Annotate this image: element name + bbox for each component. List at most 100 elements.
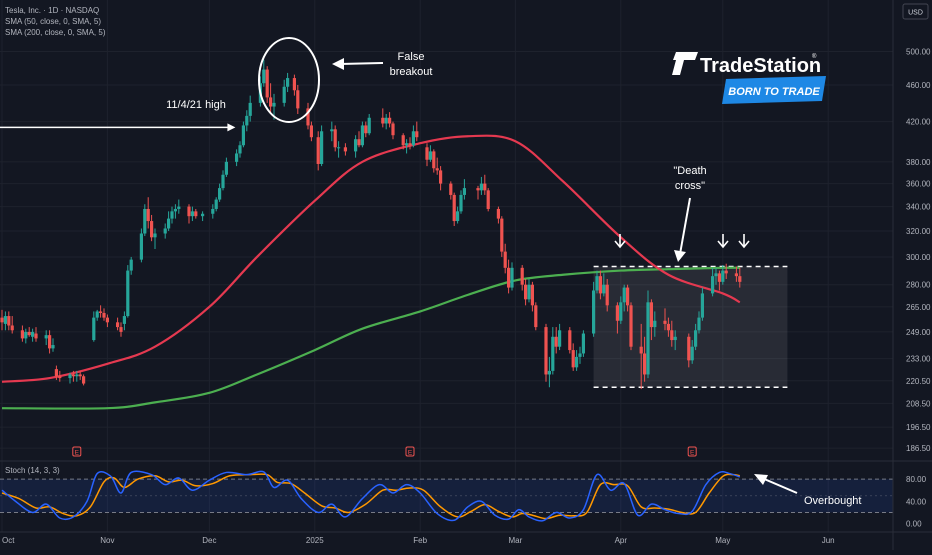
y-tick-label: 220.50 [906, 377, 931, 386]
candle [116, 317, 120, 331]
candle-body [343, 147, 347, 152]
false-breakout-label-line1: False [398, 51, 425, 63]
candle-body [306, 108, 310, 126]
candle [75, 370, 79, 382]
stoch-tick-label: 0.00 [906, 520, 922, 529]
candle [456, 206, 460, 224]
candle-body [31, 331, 35, 337]
candle-body [649, 302, 653, 328]
candle-body [462, 188, 466, 195]
candle-body [408, 143, 412, 146]
candle-body [405, 143, 409, 146]
y-tick-label: 380.00 [906, 158, 931, 167]
candle-body [449, 183, 453, 195]
candlestick-series [0, 59, 742, 390]
candle-body [554, 336, 558, 347]
candle-body [524, 284, 528, 300]
candle-body [496, 208, 500, 219]
candle [360, 121, 364, 148]
candle [653, 311, 657, 337]
tradestation-logo-icon [672, 52, 698, 75]
candle-body [58, 376, 62, 379]
candle [534, 302, 538, 331]
candle [296, 84, 300, 114]
sma50-line [1, 134, 741, 383]
candle [388, 112, 392, 128]
candle [432, 149, 436, 173]
y-tick-label: 186.50 [906, 444, 931, 453]
x-tick-label: Feb [413, 536, 427, 545]
candle-body [534, 305, 538, 328]
candle [459, 190, 463, 214]
candle-body [360, 125, 364, 146]
candle [734, 266, 738, 282]
y-tick-label: 196.50 [906, 423, 931, 432]
y-tick-label: 460.00 [906, 81, 931, 90]
candle [595, 270, 599, 294]
sma200-legend[interactable]: SMA (200, close, 0, SMA, 5) [5, 28, 106, 37]
candle [68, 372, 72, 384]
candle-body [578, 353, 582, 357]
prior-high-arrowhead [227, 123, 236, 132]
candle [547, 356, 551, 388]
y-tick-label: 420.00 [906, 118, 931, 127]
candle-body [479, 183, 483, 191]
candle [238, 141, 242, 158]
y-tick-label: 249.00 [906, 328, 931, 337]
y-tick-label: 360.00 [906, 180, 931, 189]
candle-body [503, 251, 507, 268]
candle [649, 299, 653, 341]
candle [211, 204, 215, 219]
candle-body [639, 346, 643, 354]
symbol-line[interactable]: Tesla, Inc. · 1D · NASDAQ [5, 6, 100, 15]
range-box-layer [593, 265, 788, 388]
candle-body [592, 290, 596, 334]
candle-body [82, 376, 86, 384]
candle [316, 131, 320, 171]
candle-body [150, 221, 154, 238]
candle [24, 328, 28, 344]
candle-body [238, 145, 242, 154]
candle-body [622, 287, 626, 303]
candle-body [626, 287, 630, 306]
candle-body [717, 273, 721, 282]
candle-body [316, 137, 320, 164]
sma50-legend[interactable]: SMA (50, close, 0, SMA, 5) [5, 17, 102, 26]
candle-body [245, 115, 249, 126]
death-cross-label-line1: "Death [673, 165, 706, 177]
candle [262, 59, 266, 87]
candle [153, 228, 157, 249]
candle [354, 135, 358, 158]
candle [575, 350, 579, 371]
candle [292, 74, 296, 96]
candle-body [129, 259, 133, 271]
down-arrow-icon [738, 234, 750, 249]
candle [0, 309, 4, 331]
candle-body [262, 69, 266, 84]
candle [245, 110, 249, 132]
earnings-badge [72, 446, 82, 457]
sma50-layer [1, 134, 741, 383]
candle [408, 137, 412, 150]
candle-body [530, 284, 534, 306]
candle-body [619, 302, 623, 321]
candle-body [388, 117, 392, 124]
candle [333, 125, 337, 152]
candle [520, 265, 524, 291]
candle [190, 206, 194, 222]
candle-body [116, 322, 120, 328]
candle-body [520, 267, 524, 285]
candle [568, 327, 572, 354]
candle [598, 270, 602, 300]
candle [602, 273, 606, 297]
candle [690, 340, 694, 364]
candle [224, 157, 228, 177]
candle [163, 223, 167, 239]
candle [170, 206, 174, 224]
candle-body [3, 316, 7, 324]
candle-body [694, 330, 698, 347]
candle [694, 323, 698, 351]
tradestation-logo: TradeStation ® BORN TO TRADE [672, 52, 826, 104]
candle-body [354, 139, 358, 152]
